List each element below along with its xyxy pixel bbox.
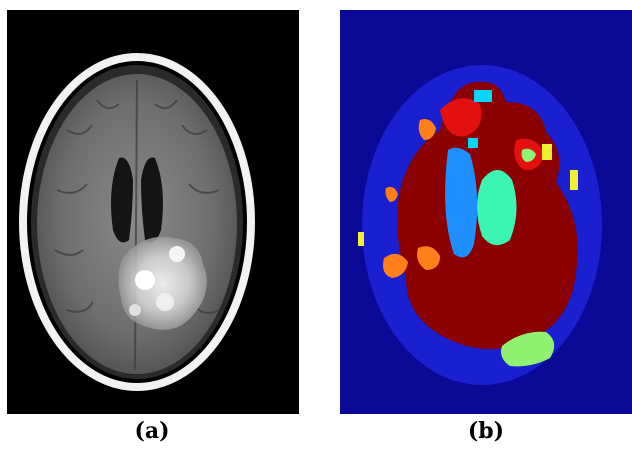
- mri-image: [19, 53, 255, 391]
- seg-region-cyan-2: [468, 138, 478, 148]
- lesion: [118, 236, 207, 330]
- panel-caption-b: (b): [467, 418, 505, 444]
- right-ventricle: [141, 157, 163, 243]
- seg-region-orange-4: [385, 186, 398, 202]
- skull-ring: [19, 53, 255, 391]
- segmentation-panel: [340, 10, 632, 414]
- segmentation-map: [358, 65, 602, 385]
- seg-region-orange: [383, 253, 408, 278]
- seg-region-red: [440, 98, 482, 137]
- mri-image-panel: [7, 10, 299, 414]
- seg-region-aquamarine: [477, 170, 517, 246]
- seg-region-lime-2: [521, 148, 536, 162]
- seg-region-yellow: [570, 170, 578, 190]
- left-ventricle: [111, 157, 133, 243]
- seg-region-orange-2: [417, 246, 440, 270]
- seg-region-light-blue: [445, 147, 478, 258]
- seg-region-yellow-2: [542, 144, 552, 160]
- seg-region-orange-3: [418, 119, 436, 140]
- seg-region-lime: [501, 331, 555, 367]
- seg-region-cyan: [474, 90, 492, 102]
- seg-region-yellow-3: [358, 232, 364, 246]
- panel-caption-a: (a): [134, 418, 170, 444]
